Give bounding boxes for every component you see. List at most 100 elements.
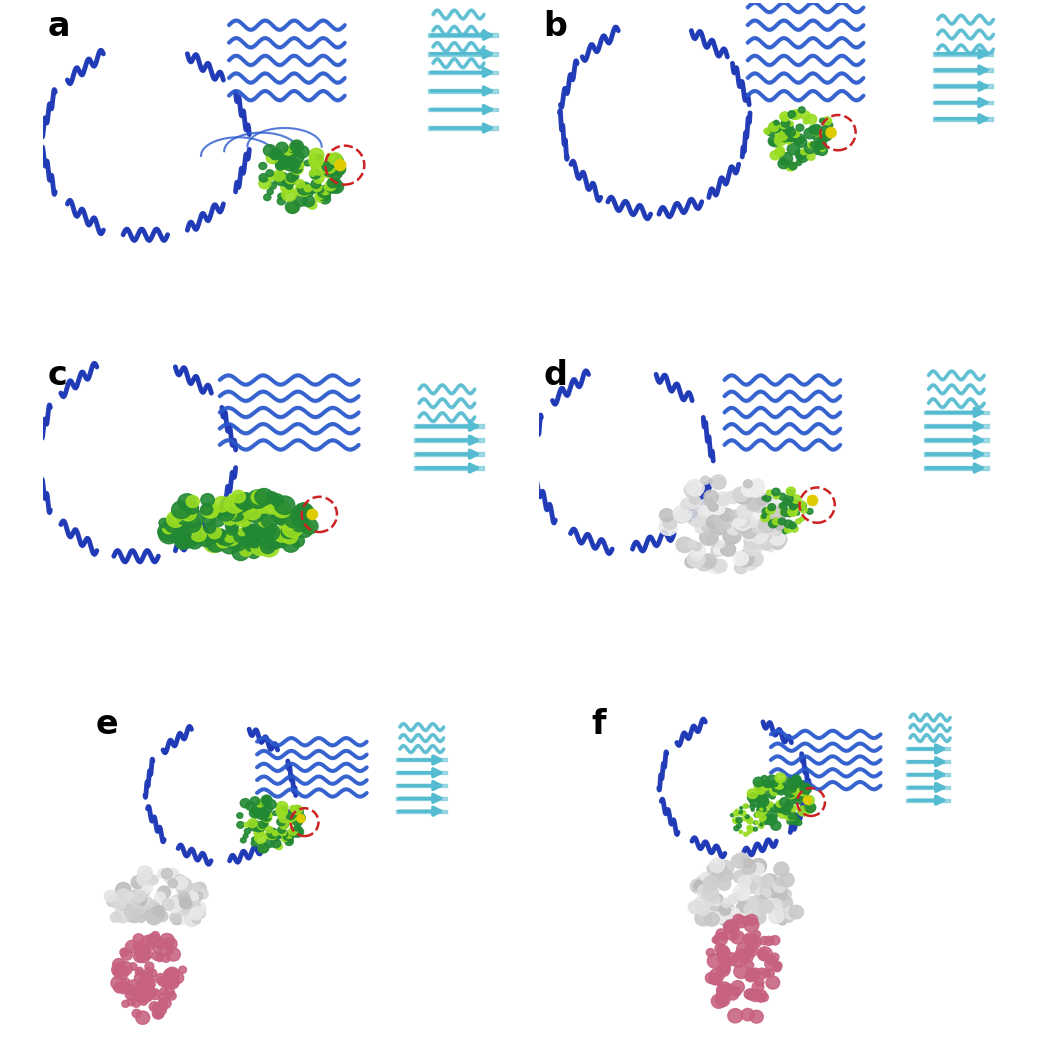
- Ellipse shape: [731, 980, 745, 993]
- Ellipse shape: [320, 195, 331, 204]
- Ellipse shape: [176, 915, 185, 925]
- Ellipse shape: [806, 801, 812, 805]
- Ellipse shape: [310, 169, 321, 179]
- Ellipse shape: [328, 155, 343, 167]
- Ellipse shape: [765, 506, 782, 523]
- Ellipse shape: [208, 526, 222, 539]
- Ellipse shape: [329, 180, 343, 194]
- Ellipse shape: [764, 518, 782, 534]
- Ellipse shape: [744, 918, 758, 932]
- Ellipse shape: [256, 809, 268, 820]
- Ellipse shape: [727, 989, 738, 1000]
- Ellipse shape: [129, 963, 137, 970]
- Ellipse shape: [244, 524, 253, 533]
- Ellipse shape: [281, 525, 296, 539]
- Ellipse shape: [789, 806, 796, 812]
- Ellipse shape: [798, 806, 809, 816]
- Ellipse shape: [224, 531, 240, 546]
- Ellipse shape: [180, 899, 194, 913]
- Ellipse shape: [276, 802, 288, 812]
- Ellipse shape: [697, 500, 715, 515]
- Text: d: d: [544, 359, 567, 392]
- Ellipse shape: [295, 146, 309, 158]
- Ellipse shape: [736, 550, 754, 567]
- Ellipse shape: [267, 828, 278, 838]
- Ellipse shape: [696, 555, 712, 571]
- Ellipse shape: [292, 512, 302, 522]
- Ellipse shape: [720, 933, 727, 940]
- Ellipse shape: [297, 182, 312, 195]
- Ellipse shape: [742, 525, 756, 539]
- Ellipse shape: [736, 817, 743, 823]
- Ellipse shape: [170, 894, 186, 910]
- Ellipse shape: [179, 892, 190, 904]
- Ellipse shape: [787, 139, 792, 144]
- Ellipse shape: [659, 519, 678, 535]
- Ellipse shape: [773, 518, 780, 525]
- Ellipse shape: [778, 493, 786, 500]
- Ellipse shape: [733, 810, 740, 816]
- Ellipse shape: [804, 144, 815, 154]
- Ellipse shape: [288, 812, 297, 822]
- Ellipse shape: [202, 503, 219, 518]
- Ellipse shape: [788, 110, 796, 118]
- Ellipse shape: [292, 517, 300, 524]
- Ellipse shape: [150, 1002, 159, 1012]
- Ellipse shape: [797, 781, 803, 787]
- Ellipse shape: [742, 861, 756, 874]
- Ellipse shape: [158, 993, 169, 1004]
- Ellipse shape: [172, 915, 181, 925]
- Ellipse shape: [144, 874, 157, 886]
- Ellipse shape: [701, 477, 710, 484]
- Ellipse shape: [736, 504, 753, 519]
- Ellipse shape: [717, 908, 729, 919]
- Ellipse shape: [326, 182, 338, 194]
- Ellipse shape: [771, 887, 780, 895]
- Ellipse shape: [285, 837, 293, 846]
- Ellipse shape: [750, 526, 769, 543]
- Ellipse shape: [706, 949, 714, 956]
- Ellipse shape: [778, 159, 789, 168]
- Ellipse shape: [263, 498, 281, 514]
- Ellipse shape: [719, 982, 730, 993]
- Ellipse shape: [761, 874, 778, 890]
- Ellipse shape: [245, 828, 250, 834]
- Ellipse shape: [122, 1000, 130, 1008]
- Ellipse shape: [801, 784, 808, 789]
- Ellipse shape: [274, 834, 279, 839]
- Ellipse shape: [744, 533, 763, 549]
- Ellipse shape: [262, 513, 277, 528]
- Ellipse shape: [792, 775, 800, 783]
- Ellipse shape: [718, 512, 728, 522]
- Ellipse shape: [755, 895, 771, 911]
- Ellipse shape: [705, 870, 722, 886]
- Ellipse shape: [314, 174, 324, 183]
- Ellipse shape: [225, 520, 238, 531]
- Ellipse shape: [149, 901, 159, 911]
- Ellipse shape: [706, 897, 714, 906]
- Ellipse shape: [784, 812, 792, 820]
- Ellipse shape: [712, 527, 722, 535]
- Ellipse shape: [744, 500, 756, 511]
- Ellipse shape: [736, 943, 751, 956]
- Ellipse shape: [291, 163, 302, 174]
- Ellipse shape: [760, 884, 775, 898]
- Ellipse shape: [286, 183, 293, 189]
- Ellipse shape: [258, 515, 271, 527]
- Ellipse shape: [698, 912, 706, 920]
- Ellipse shape: [726, 907, 741, 920]
- Ellipse shape: [266, 811, 273, 817]
- Ellipse shape: [189, 884, 197, 892]
- Ellipse shape: [168, 878, 178, 888]
- Ellipse shape: [741, 855, 750, 865]
- Ellipse shape: [721, 543, 735, 557]
- Ellipse shape: [287, 203, 298, 214]
- Ellipse shape: [718, 878, 731, 890]
- Ellipse shape: [153, 952, 161, 960]
- Circle shape: [808, 495, 818, 506]
- Ellipse shape: [295, 522, 313, 538]
- Ellipse shape: [276, 806, 288, 816]
- Ellipse shape: [706, 515, 722, 529]
- Ellipse shape: [180, 897, 191, 909]
- Ellipse shape: [820, 118, 825, 123]
